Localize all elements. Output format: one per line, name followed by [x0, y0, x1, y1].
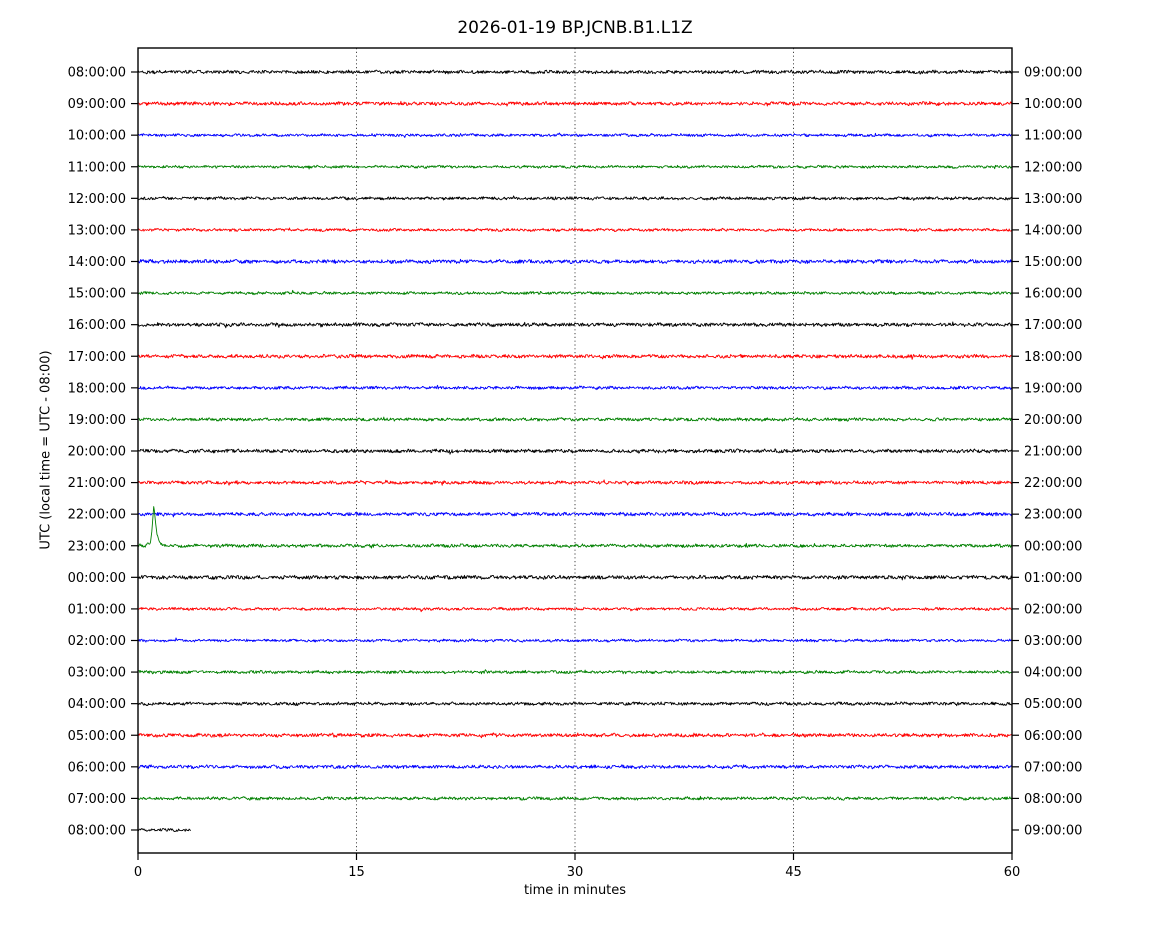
trace-row-24 [137, 828, 191, 832]
x-tick-label: 0 [134, 865, 142, 880]
trace-row-19 [137, 669, 1013, 675]
left-tick-label: 02:00:00 [68, 634, 126, 649]
left-tick-label: 08:00:00 [68, 824, 126, 839]
left-tick-label: 18:00:00 [68, 381, 126, 396]
trace-row-5 [137, 227, 1013, 232]
axes [131, 47, 1019, 860]
right-tick-label: 10:00:00 [1024, 97, 1082, 112]
left-tick-label: 23:00:00 [68, 539, 126, 554]
right-tick-label: 17:00:00 [1024, 318, 1082, 333]
left-tick-label: 03:00:00 [68, 666, 126, 681]
trace-row-22 [137, 764, 1013, 770]
left-tick-label: 09:00:00 [68, 97, 126, 112]
right-tick-label: 15:00:00 [1024, 255, 1082, 270]
left-tick-label: 07:00:00 [68, 792, 126, 807]
right-tick-label: 00:00:00 [1024, 539, 1082, 554]
right-tick-label: 22:00:00 [1024, 476, 1082, 491]
trace-row-4 [137, 195, 1013, 201]
trace-row-18 [137, 637, 1013, 643]
trace-row-9 [137, 353, 1013, 360]
trace-row-13 [137, 479, 1013, 486]
grid-lines [356, 48, 794, 853]
right-tick-label: 01:00:00 [1024, 571, 1082, 586]
left-tick-label: 10:00:00 [68, 129, 126, 144]
right-tick-label: 07:00:00 [1024, 760, 1082, 775]
left-tick-label: 20:00:00 [68, 445, 126, 460]
left-tick-label: 06:00:00 [68, 760, 126, 775]
left-tick-label: 15:00:00 [68, 287, 126, 302]
trace-row-17 [137, 606, 1013, 613]
right-tick-label: 21:00:00 [1024, 445, 1082, 460]
trace-row-12 [137, 448, 1013, 455]
left-tick-label: 00:00:00 [68, 571, 126, 586]
left-tick-label: 21:00:00 [68, 476, 126, 491]
left-tick-label: 16:00:00 [68, 318, 126, 333]
left-tick-label: 22:00:00 [68, 508, 126, 523]
trace-row-1 [137, 100, 1013, 107]
left-tick-label: 08:00:00 [68, 66, 126, 81]
trace-row-14 [137, 511, 1013, 518]
chart-title: 2026-01-19 BP.JCNB.B1.L1Z [457, 18, 693, 38]
left-tick-label: 13:00:00 [68, 223, 126, 238]
tick-labels: 08:00:00 09:00:00 09:00:00 10:00:00 10:00:00… [68, 66, 1083, 880]
left-tick-label: 14:00:00 [68, 255, 126, 270]
left-tick-label: 19:00:00 [68, 413, 126, 428]
trace-row-23 [137, 795, 1013, 801]
right-tick-label: 14:00:00 [1024, 223, 1082, 238]
trace-row-0 [137, 69, 1013, 75]
left-tick-label: 01:00:00 [68, 602, 126, 617]
x-tick-label: 60 [1004, 865, 1021, 880]
right-tick-label: 18:00:00 [1024, 350, 1082, 365]
right-tick-label: 05:00:00 [1024, 697, 1082, 712]
right-tick-label: 09:00:00 [1024, 66, 1082, 81]
x-tick-label: 30 [567, 865, 584, 880]
trace-row-11 [137, 416, 1013, 422]
trace-row-2 [137, 132, 1013, 138]
right-tick-label: 20:00:00 [1024, 413, 1082, 428]
right-tick-label: 04:00:00 [1024, 666, 1082, 681]
left-tick-label: 05:00:00 [68, 729, 126, 744]
right-tick-label: 09:00:00 [1024, 824, 1082, 839]
trace-row-7 [137, 289, 1013, 296]
seismic-traces [137, 69, 1013, 832]
right-tick-label: 19:00:00 [1024, 381, 1082, 396]
left-tick-label: 11:00:00 [68, 160, 126, 175]
x-axis-label: time in minutes [523, 883, 627, 898]
trace-row-21 [137, 732, 1013, 739]
right-tick-label: 03:00:00 [1024, 634, 1082, 649]
trace-row-15 [137, 506, 1013, 549]
right-tick-label: 13:00:00 [1024, 192, 1082, 207]
trace-row-10 [137, 384, 1013, 391]
right-tick-label: 11:00:00 [1024, 129, 1082, 144]
trace-row-3 [137, 164, 1013, 170]
left-tick-label: 04:00:00 [68, 697, 126, 712]
trace-row-6 [137, 258, 1013, 265]
right-tick-label: 12:00:00 [1024, 160, 1082, 175]
right-tick-label: 08:00:00 [1024, 792, 1082, 807]
right-tick-label: 06:00:00 [1024, 729, 1082, 744]
x-tick-label: 15 [348, 865, 365, 880]
right-tick-label: 02:00:00 [1024, 602, 1082, 617]
right-tick-label: 23:00:00 [1024, 508, 1082, 523]
right-tick-label: 16:00:00 [1024, 287, 1082, 302]
left-tick-label: 17:00:00 [68, 350, 126, 365]
x-tick-label: 45 [785, 865, 802, 880]
trace-row-16 [137, 574, 1013, 581]
left-tick-label: 12:00:00 [68, 192, 126, 207]
trace-row-20 [137, 701, 1013, 707]
trace-row-8 [137, 321, 1013, 329]
